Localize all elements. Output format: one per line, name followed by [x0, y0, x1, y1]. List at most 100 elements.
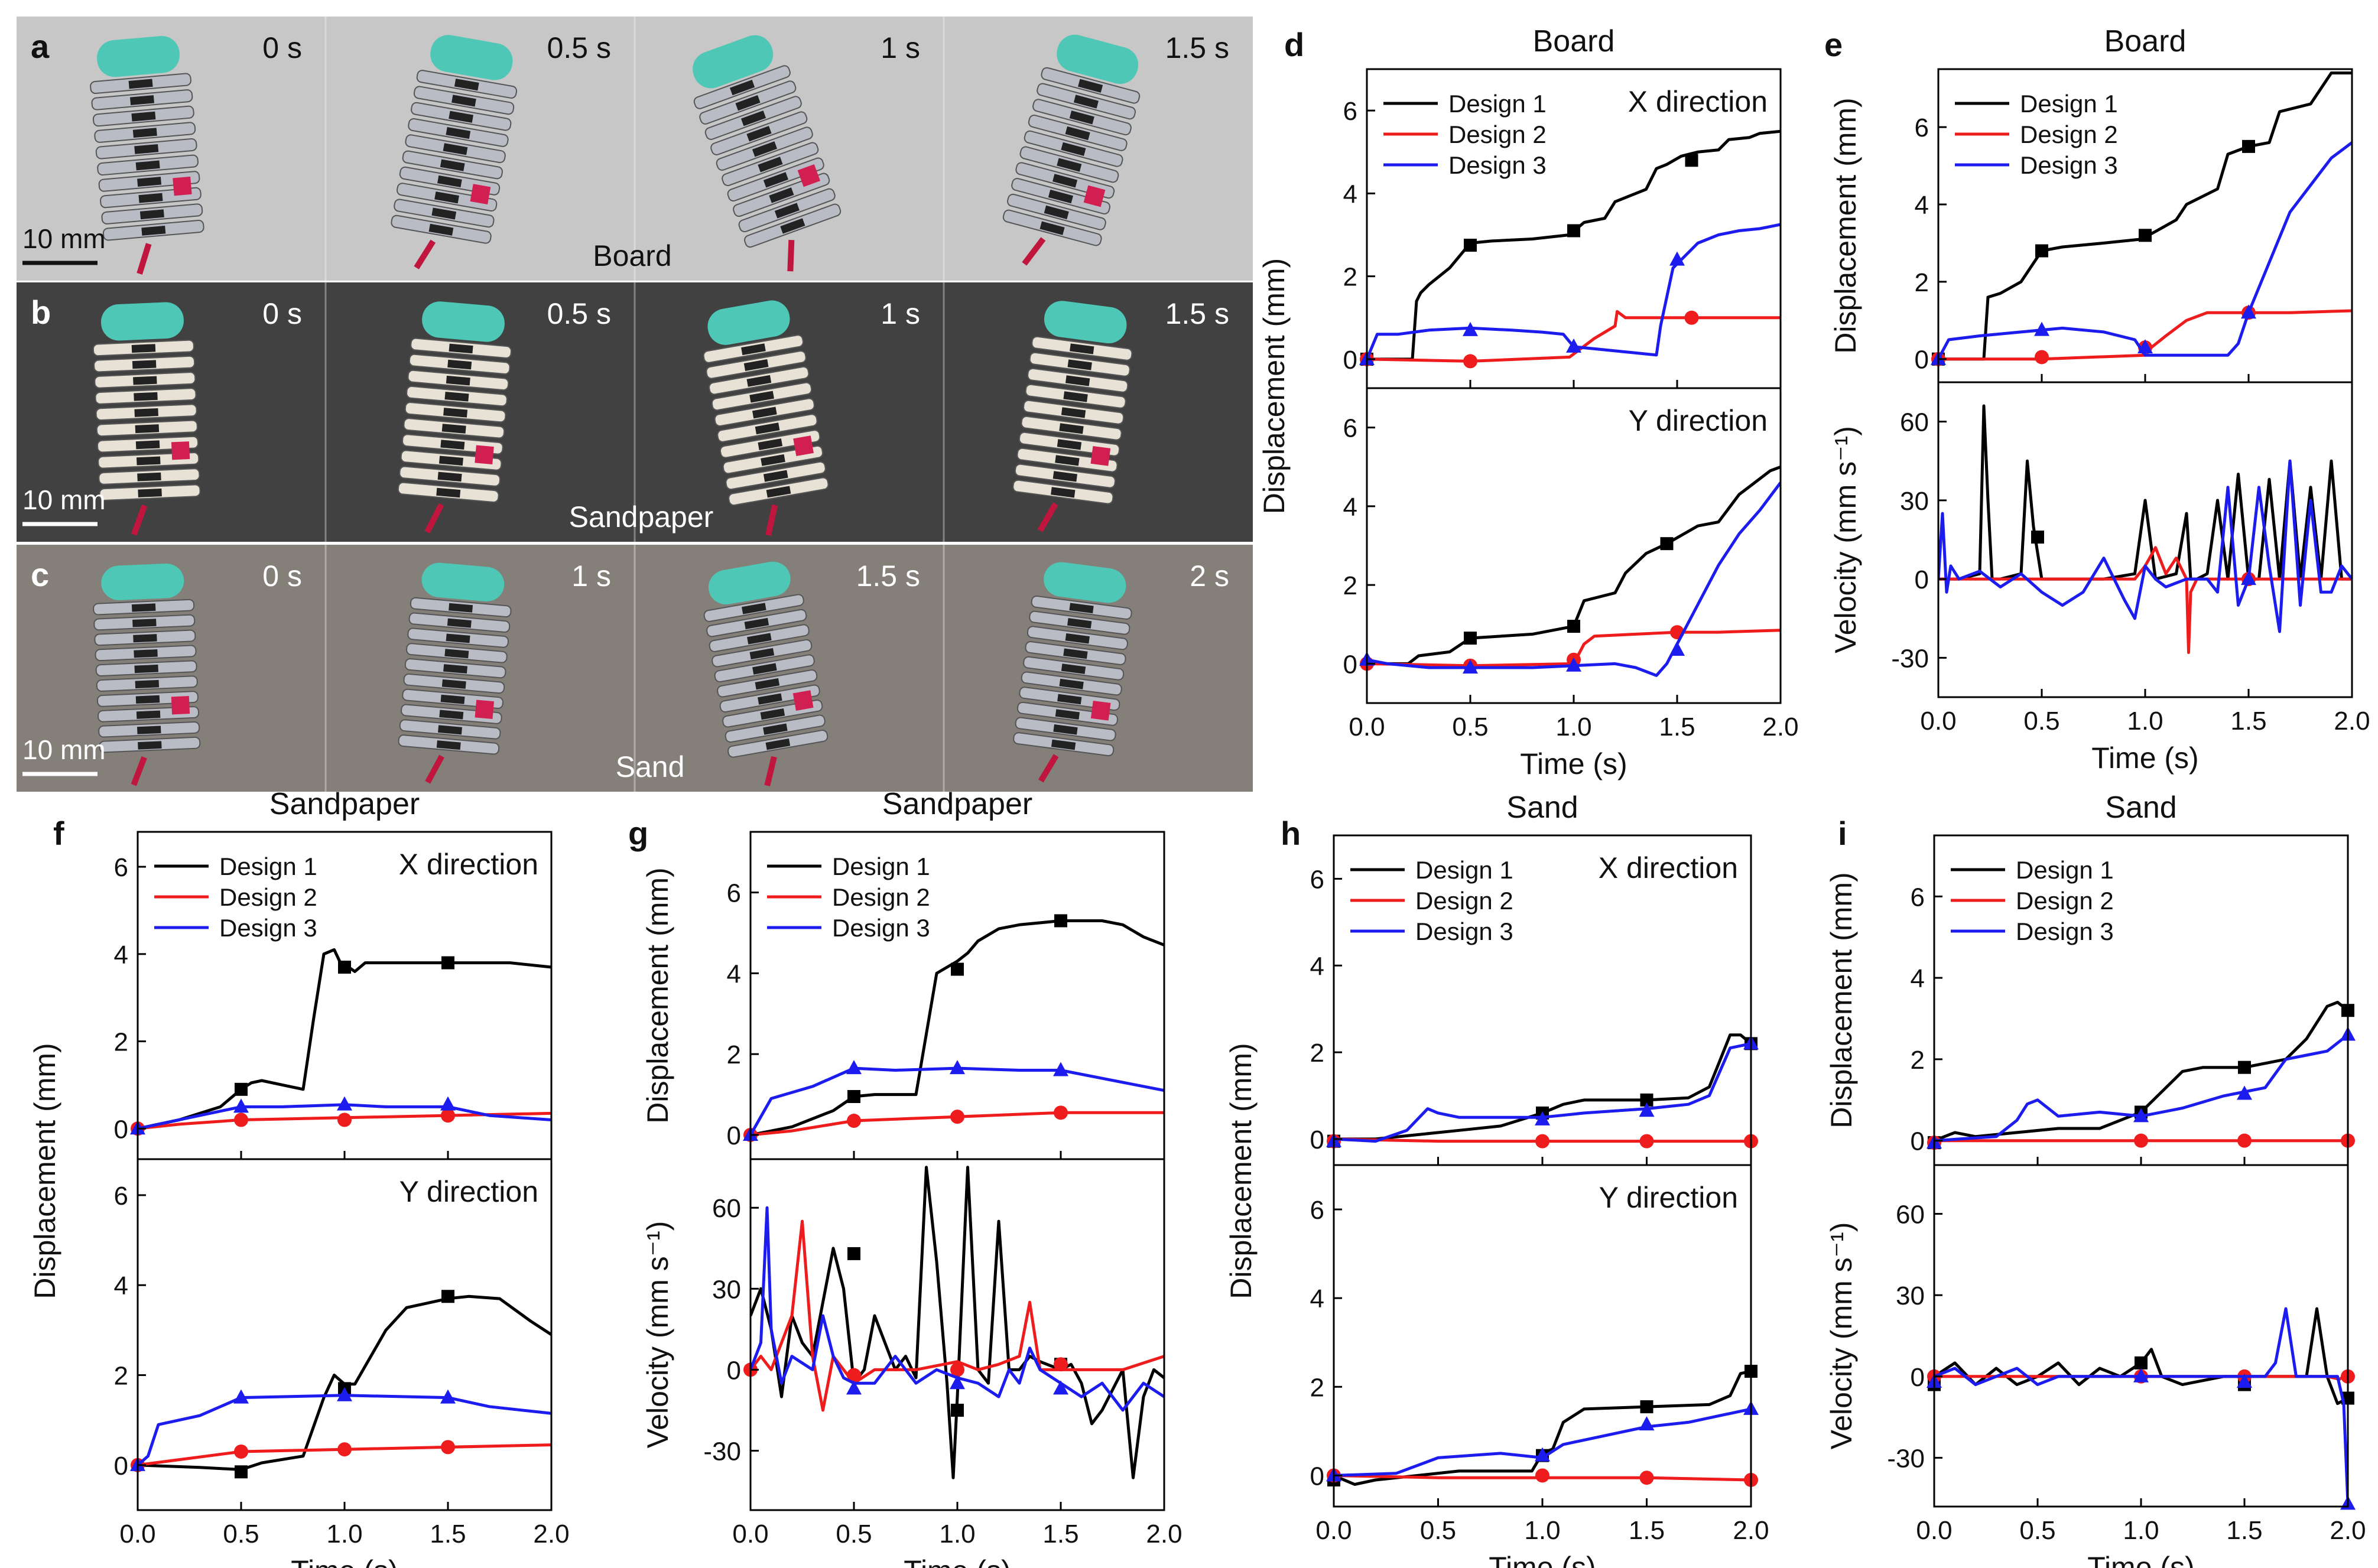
- robot-segment-mark: [741, 343, 766, 356]
- chart-e-top: 0 2 4 6 Board Displacement (mm) Design 1 Design…: [1829, 24, 2353, 383]
- plot-frame: [749, 1158, 1165, 1511]
- scale-bar-label: 10 mm: [22, 484, 106, 515]
- data-marker-square: [1567, 224, 1580, 238]
- photo-background: [17, 17, 1253, 281]
- robot-segment-mark: [1051, 739, 1076, 750]
- robot-segment-mark: [443, 664, 468, 674]
- direction-annotation: X direction: [399, 848, 538, 881]
- chart-title: Sandpaper: [269, 787, 420, 821]
- data-marker-circle: [1535, 1468, 1549, 1483]
- robot-segment-mark: [769, 187, 794, 203]
- y-tick-label: 6: [1343, 414, 1357, 443]
- robot-segment-mark: [134, 664, 158, 674]
- time-label: 1.5 s: [856, 559, 920, 593]
- robot-segment-mark: [758, 157, 783, 173]
- robot-segment-mark: [746, 126, 772, 142]
- time-label: 1 s: [881, 297, 920, 330]
- robot-segment-mark: [1067, 359, 1092, 370]
- panel-letter-e: e: [1824, 26, 1843, 63]
- robot-segment-mark: [758, 438, 783, 450]
- robot-tail: [1037, 502, 1058, 532]
- chart-e-bottom: -30 0 30 60 0.0 0.5 1.0 1.5 2.0 Time (s) Velocity …: [1829, 381, 2370, 775]
- robot-segment-mark: [1057, 694, 1082, 705]
- series-line-design-3: [1367, 482, 1781, 677]
- data-marker-triangle: [2034, 321, 2049, 336]
- chart-title: Sandpaper: [882, 787, 1032, 821]
- robot-segment-mark: [132, 360, 157, 369]
- data-marker-square: [1054, 914, 1067, 928]
- data-marker-triangle: [846, 1380, 862, 1395]
- time-label: 1 s: [571, 559, 611, 593]
- robot-segment-mark: [447, 359, 472, 370]
- y-tick-label: 2: [1915, 268, 1929, 297]
- y-tick-label: 0: [114, 1452, 128, 1481]
- robot-leg-marker: [797, 164, 821, 187]
- robot-segment-mark: [765, 739, 791, 750]
- robot-tail: [765, 504, 778, 536]
- data-marker-square: [951, 962, 964, 976]
- data-marker-circle: [337, 1442, 352, 1457]
- time-label: 0.5 s: [547, 31, 611, 64]
- time-label: 1.5 s: [1165, 31, 1229, 64]
- robot-segment-mark: [1069, 603, 1094, 614]
- data-marker-circle: [441, 1108, 455, 1123]
- robot-segment-mark: [449, 343, 473, 354]
- legend-label: Design 1: [1448, 90, 1547, 118]
- data-marker-triangle: [1566, 338, 1581, 353]
- robot-segment-mark: [1067, 618, 1092, 629]
- robot-segment-mark: [436, 487, 461, 498]
- robot-segment-mark: [440, 440, 465, 450]
- panel-letter-d: d: [1284, 26, 1304, 63]
- data-marker-circle: [1535, 1134, 1549, 1149]
- robot-leg-marker: [470, 184, 491, 205]
- legend-label: Design 3: [2016, 918, 2114, 945]
- robot-segment-mark: [135, 424, 160, 434]
- robot-segment-mark: [1069, 110, 1094, 125]
- legend-label: Design 2: [219, 883, 317, 911]
- robot-figure: [90, 35, 204, 275]
- x-tick-label: 0.0: [732, 1520, 768, 1549]
- chart-title: Sand: [2105, 790, 2176, 825]
- robot-segment-mark: [443, 408, 468, 418]
- robot-leg-marker: [171, 441, 190, 460]
- data-marker-square: [441, 1290, 454, 1303]
- robot-segment-mark: [752, 663, 777, 675]
- robot-segment-mark: [1052, 471, 1078, 482]
- robot-segment-mark: [1057, 439, 1082, 450]
- robot-segment-mark: [137, 726, 161, 734]
- robot-segment-mark: [138, 741, 162, 750]
- series-line-design-1: [1934, 1307, 2348, 1406]
- robot-head: [100, 302, 184, 341]
- y-tick-label: 4: [114, 941, 128, 970]
- x-tick-label: 2.0: [1762, 713, 1798, 741]
- robot-segment-mark: [437, 175, 462, 188]
- series-line-design-3: [1334, 1407, 1751, 1477]
- data-marker-square: [1640, 1400, 1653, 1414]
- robot-segment-mark: [444, 392, 469, 402]
- robot-segment-mark: [443, 143, 468, 155]
- chart-f-top: 0 2 4 6 Sandpaper X direction Displacement (mm…: [28, 787, 553, 1299]
- data-marker-triangle: [1639, 1102, 1655, 1117]
- robot-segment-mark: [1070, 343, 1094, 354]
- data-marker-triangle: [2137, 339, 2153, 354]
- chart-i-bottom: -30 0 30 60 0.0 0.5 1.0 1.5 2.0 Time (s) Velocity …: [1825, 1164, 2366, 1568]
- robot-segment-mark: [134, 408, 158, 417]
- data-marker-triangle: [337, 1387, 352, 1401]
- robot-segment-mark: [431, 207, 457, 220]
- data-marker-square: [2031, 531, 2044, 544]
- y-tick-label: 30: [1896, 1281, 1925, 1310]
- series-line-design-2: [1367, 310, 1781, 363]
- data-marker-triangle: [2133, 1108, 2149, 1123]
- robot-head: [693, 35, 774, 89]
- robot-segment-mark: [1063, 648, 1088, 659]
- panel-letter-f: f: [53, 815, 64, 852]
- robot-figure: [397, 301, 512, 533]
- robot-segment-mark: [131, 603, 156, 612]
- y-tick-label: 6: [1915, 113, 1929, 142]
- robot-segment-mark: [1051, 487, 1076, 498]
- data-marker-triangle: [2237, 1373, 2252, 1388]
- robot-segment-mark: [1065, 126, 1090, 141]
- robot-leg-marker: [793, 435, 814, 456]
- robot-segment-mark: [136, 456, 161, 466]
- robot-segment-mark: [135, 679, 160, 689]
